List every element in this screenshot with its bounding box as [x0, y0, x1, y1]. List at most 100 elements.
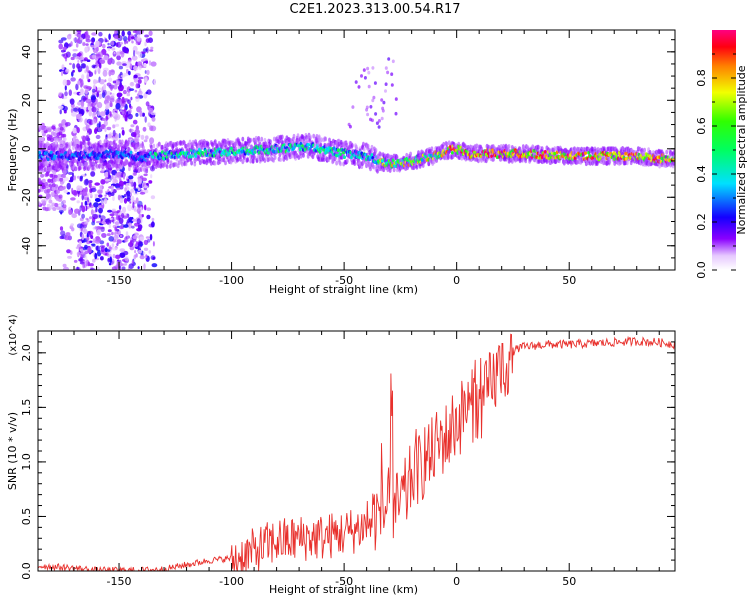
ridge-halo	[548, 148, 552, 154]
ridge-halo	[220, 144, 224, 150]
noise-cell	[51, 183, 56, 188]
noise-cell	[105, 135, 108, 140]
noise-cell	[71, 227, 75, 232]
noise-cell	[144, 34, 150, 38]
noise-cell	[130, 124, 135, 128]
noise-cell	[130, 36, 135, 40]
noise-cell	[129, 179, 134, 183]
noise-cell	[351, 105, 355, 109]
noise-cell	[58, 194, 63, 199]
noise-cell	[87, 261, 91, 267]
noise-cell	[66, 182, 71, 190]
ridge-halo	[591, 149, 594, 155]
noise-cell	[61, 64, 65, 71]
noise-cell	[55, 189, 60, 194]
ridge-halo	[180, 161, 184, 167]
noise-cell	[116, 171, 122, 178]
noise-cell	[133, 254, 136, 260]
noise-cell	[104, 218, 110, 223]
noise-cell	[108, 33, 111, 40]
snr-x-tick-label: -150	[107, 575, 132, 588]
noise-cell	[94, 65, 100, 72]
noise-cell	[42, 200, 47, 205]
noise-cell	[144, 78, 148, 83]
noise-cell	[380, 116, 384, 121]
noise-cell	[151, 217, 155, 222]
ridge-halo	[319, 143, 323, 148]
ridge-halo	[317, 134, 321, 140]
noise-cell	[40, 173, 45, 178]
noise-cell	[95, 237, 102, 242]
noise-cell	[121, 110, 125, 115]
noise-cell	[366, 112, 370, 117]
noise-cell	[110, 40, 115, 46]
ridge-halo	[100, 157, 104, 163]
noise-cell	[132, 65, 139, 71]
ridge-halo	[154, 147, 158, 153]
noise-cell	[92, 226, 98, 230]
noise-cell	[114, 35, 120, 39]
ridge-halo	[169, 160, 173, 166]
noise-cell	[113, 235, 119, 241]
spectrogram-frame	[37, 29, 676, 271]
noise-cell	[74, 208, 80, 214]
noise-cell	[111, 247, 118, 251]
ridge-halo	[430, 146, 434, 152]
noise-cell	[371, 98, 375, 103]
noise-cell	[119, 234, 123, 238]
noise-cell	[95, 245, 101, 251]
ridge-cell	[370, 153, 374, 157]
noise-cell	[120, 213, 125, 219]
noise-cell	[61, 53, 65, 57]
ridge-halo	[277, 139, 281, 145]
noise-cell	[146, 214, 151, 220]
noise-cell	[375, 121, 379, 125]
noise-cell	[81, 74, 85, 80]
ridge-halo	[379, 152, 383, 157]
noise-cell	[92, 54, 97, 59]
ridge-halo	[299, 153, 303, 159]
noise-cell	[141, 189, 147, 193]
noise-cell	[70, 108, 73, 113]
noise-cell	[98, 214, 101, 218]
noise-cell	[61, 93, 64, 99]
ridge-halo	[141, 162, 145, 168]
ridge-cell	[535, 155, 539, 159]
noise-cell	[90, 171, 96, 177]
noise-cell	[95, 98, 98, 105]
noise-cell	[123, 85, 127, 90]
noise-cell	[80, 252, 87, 255]
ridge-halo	[137, 144, 141, 150]
noise-cell	[131, 40, 134, 44]
noise-cell	[143, 247, 149, 251]
noise-cell	[103, 55, 109, 61]
noise-cell	[99, 59, 106, 64]
colorbar-gradient	[712, 30, 736, 270]
noise-cell	[146, 238, 151, 243]
noise-cell	[132, 201, 135, 209]
noise-cell	[59, 177, 64, 182]
ridge-halo	[47, 166, 51, 172]
noise-cell	[129, 138, 134, 143]
ridge-halo	[152, 143, 156, 149]
noise-cell	[101, 200, 104, 206]
noise-cell	[65, 232, 71, 236]
noise-cell	[119, 248, 126, 253]
noise-cell	[91, 88, 96, 93]
ridge-halo	[39, 142, 43, 148]
noise-cell	[90, 209, 94, 216]
ridge-halo	[256, 155, 260, 161]
noise-cell	[144, 185, 148, 189]
ridge-cell	[450, 151, 454, 155]
ridge-cell	[38, 150, 42, 155]
snr-y-multiplier: (x10^4)	[8, 314, 19, 355]
noise-cell	[136, 37, 141, 42]
noise-cell	[78, 258, 83, 262]
noise-cell	[119, 252, 126, 258]
noise-cell	[148, 37, 153, 43]
noise-cell	[145, 236, 150, 239]
noise-cell	[123, 193, 127, 198]
noise-cell	[111, 231, 114, 236]
noise-cell	[76, 251, 81, 256]
noise-cell	[84, 89, 89, 95]
